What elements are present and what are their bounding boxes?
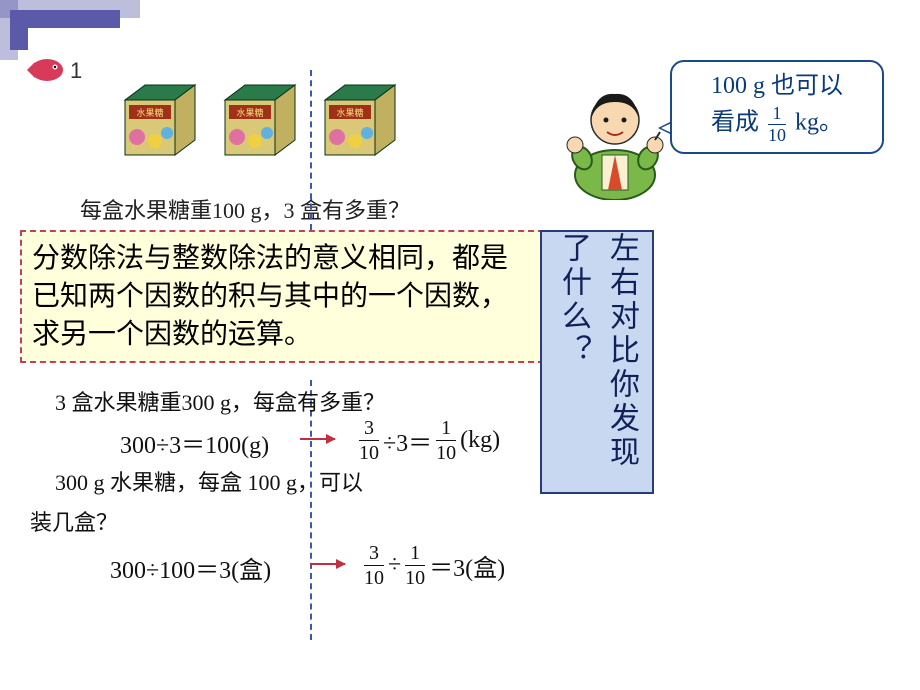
n: 3	[364, 418, 374, 440]
eq-right-1: 3 10 ÷3＝ 1 10 (kg)	[355, 418, 500, 463]
n: 1	[410, 543, 420, 565]
eq-left-2: 300÷100＝3(盒)	[110, 550, 271, 585]
frac-r1b: 1 10	[436, 418, 456, 463]
tail: ＝3(盒)	[429, 548, 505, 583]
arrow-2	[310, 563, 345, 565]
speech-line2: 看成 1 10 kg。	[711, 104, 843, 144]
question-2: 3 盒水果糖重300 g，每盒有多重？	[55, 385, 385, 417]
frac-r2b: 1 10	[405, 543, 425, 588]
question-1: 每盒水果糖重100 g，3 盒有多重？	[80, 193, 410, 225]
definition-box: 分数除法与整数除法的意义相同，都是已知两个因数的积与其中的一个因数，求另一个因数…	[20, 230, 544, 363]
divider-top	[310, 70, 312, 230]
frac-num: 1	[773, 104, 782, 124]
d: 10	[359, 440, 379, 463]
corner-decoration	[0, 0, 200, 40]
svg-text:水果糖: 水果糖	[236, 107, 263, 118]
frac-r1a: 3 10	[359, 418, 379, 463]
mid: ÷	[388, 552, 401, 579]
mid: ÷3＝	[383, 423, 432, 458]
eq-left-1: 300÷3＝100(g)	[120, 425, 269, 460]
svg-text:水果糖: 水果糖	[336, 107, 363, 118]
candy-boxes: 水果糖 水果糖 水果糖	[115, 75, 405, 160]
compare-text: 左右对比你发现了什么？	[549, 232, 645, 492]
question-3b: 装几盒？	[30, 505, 118, 537]
problem-number: 1	[70, 58, 82, 84]
candy-box-icon: 水果糖	[115, 75, 205, 160]
arrow-1	[300, 438, 335, 440]
divider-bottom	[310, 380, 312, 640]
d: 10	[364, 565, 384, 588]
speech-bubble: 100 g 也可以 看成 1 10 kg。	[670, 60, 884, 154]
speech-line1: 100 g 也可以	[711, 70, 843, 104]
speech-fraction: 1 10	[768, 104, 786, 144]
fish-icon	[25, 55, 67, 85]
n: 3	[369, 543, 379, 565]
svg-text:水果糖: 水果糖	[136, 107, 163, 118]
candy-box-icon: 水果糖	[315, 75, 405, 160]
teacher-icon	[560, 80, 670, 205]
frac-r2a: 3 10	[364, 543, 384, 588]
speech-l2b: kg。	[795, 109, 843, 135]
question-3a: 300 g 水果糖，每盒 100 g，可以	[55, 465, 363, 497]
eq-right-2: 3 10 ÷ 1 10 ＝3(盒)	[360, 543, 505, 588]
tail: (kg)	[460, 427, 500, 454]
d: 10	[436, 440, 456, 463]
candy-box-icon: 水果糖	[215, 75, 305, 160]
n: 1	[441, 418, 451, 440]
frac-den: 10	[768, 124, 786, 144]
compare-box: 左右对比你发现了什么？	[540, 230, 654, 494]
speech-l2a: 看成	[711, 109, 759, 135]
d: 10	[405, 565, 425, 588]
